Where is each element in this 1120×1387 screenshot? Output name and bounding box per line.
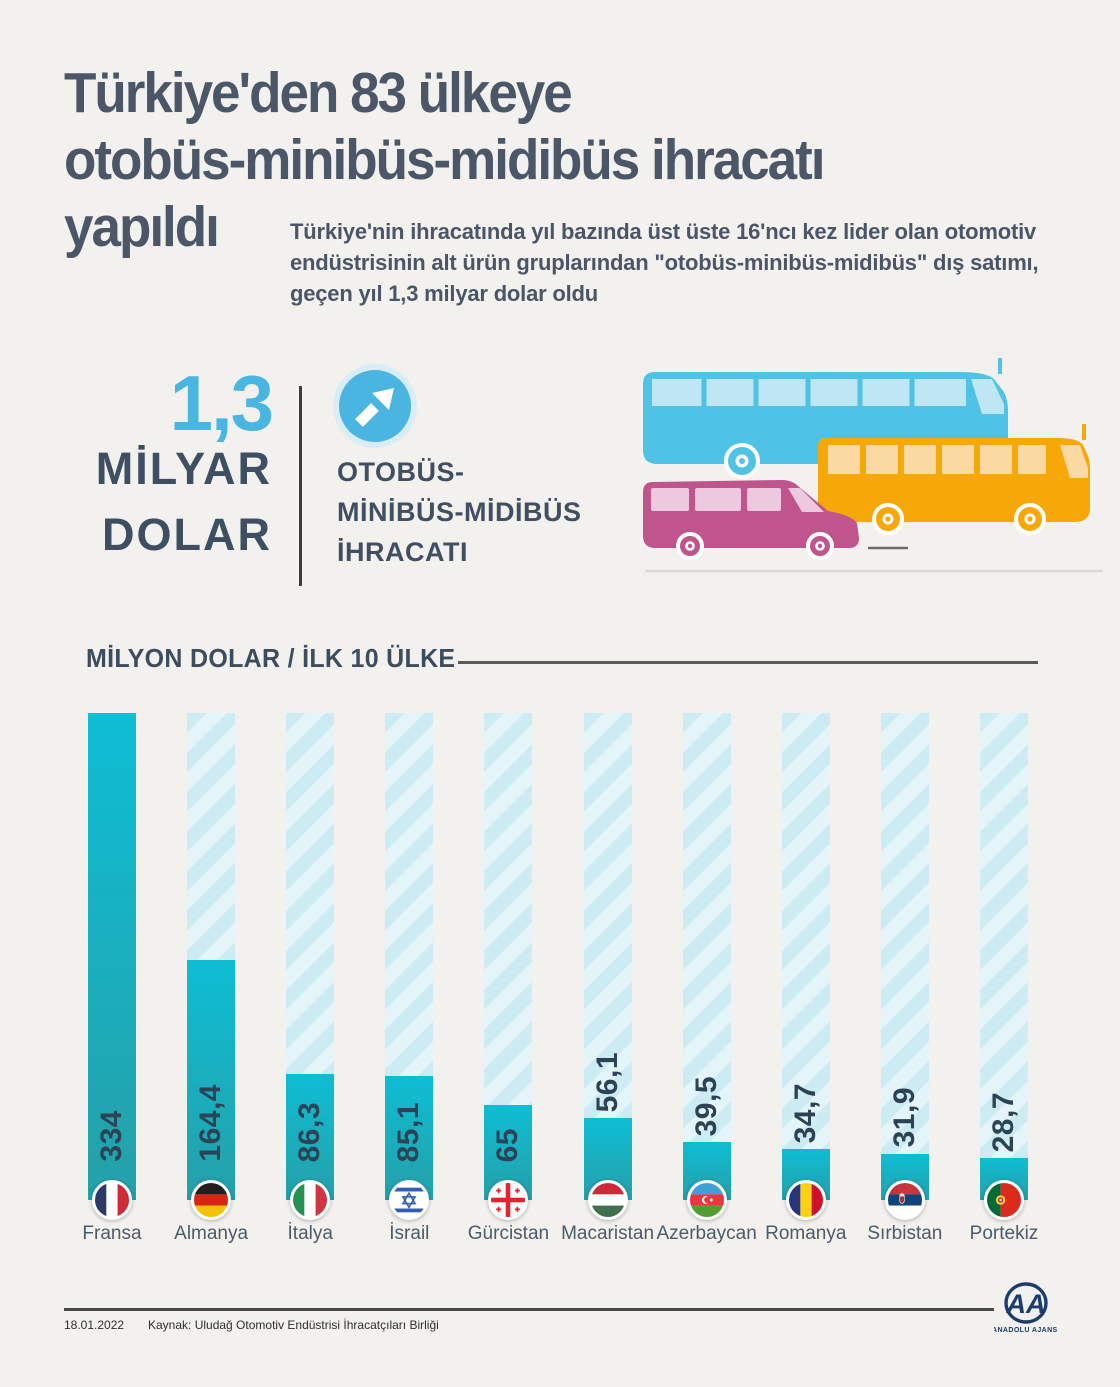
bar-track — [781, 713, 830, 1200]
bar-country-label: Macaristan — [561, 1223, 655, 1244]
romania-flag-icon — [785, 1180, 826, 1220]
bar-value-label: 56,1 — [590, 1051, 624, 1113]
bar-chart: 334 Fransa 164,4 Almanya 86,3 İtalya 85,… — [82, 713, 1038, 1244]
title-line-1: Türkiye'den 83 ülkeye — [64, 62, 573, 125]
bar-track — [979, 713, 1028, 1200]
stat-divider — [299, 386, 302, 586]
bar-value-label: 39,5 — [689, 1076, 723, 1137]
bar-fill — [187, 960, 236, 1200]
bar-country-label: Portekiz — [969, 1223, 1039, 1244]
stat-value: 1,3 — [169, 359, 274, 447]
bar-column-azerbaycan: 39,5 Azerbaycan — [656, 713, 757, 1244]
arrow-up-right-icon — [331, 362, 419, 455]
stat-unit-dolar: DOLAR — [102, 509, 272, 560]
bar-column-i̇talya: 86,3 İtalya — [286, 713, 335, 1244]
footer-rule — [64, 1308, 994, 1311]
bar-column-gürcistan: 65 Gürcistan — [468, 713, 549, 1244]
bus-illustration — [630, 352, 1110, 597]
footer-source: Kaynak: Uludağ Otomotiv Endüstrisi İhrac… — [148, 1318, 439, 1332]
footer-date: 18.01.2022 — [64, 1318, 125, 1332]
georgia-flag-icon — [488, 1180, 529, 1220]
france-flag-icon — [92, 1180, 132, 1220]
bar-value-label: 334 — [95, 1110, 128, 1162]
serbia-flag-icon — [884, 1180, 925, 1220]
subtitle-text: Türkiye'nin ihracatında yıl bazında üst … — [290, 219, 1039, 306]
bar-column-almanya: 164,4 Almanya — [174, 713, 248, 1244]
bar-value-label: 65 — [491, 1127, 525, 1162]
logo-aa-text: AA — [1006, 1289, 1046, 1319]
azerbaijan-flag-icon — [686, 1180, 727, 1220]
israel-flag-icon — [389, 1180, 430, 1220]
stat-label: OTOBÜS- MİNİBÜS-MİDİBÜS İHRACATI — [337, 452, 617, 572]
bar-value-label: 28,7 — [986, 1091, 1020, 1153]
bar-column-i̇srail: 85,1 İsrail — [385, 713, 434, 1244]
bar-column-fransa: 334 Fransa — [82, 713, 142, 1244]
bar-value-label: 34,7 — [788, 1083, 822, 1144]
bar-value-label: 86,3 — [293, 1101, 327, 1162]
bar-track — [682, 713, 731, 1200]
chart-title-rule — [458, 661, 1038, 664]
bar-column-macaristan: 56,1 Macaristan — [561, 713, 654, 1244]
orange-bus-icon — [818, 424, 1090, 535]
bar-country-label: İsrail — [389, 1223, 430, 1244]
bar-fill — [385, 1075, 434, 1200]
bar-column-romanya: 34,7 Romanya — [765, 713, 846, 1244]
bar-column-sırbistan: 31,9 Sırbistan — [867, 713, 942, 1244]
stat-label-line-3: İHRACATI — [337, 537, 468, 567]
bar-fill — [88, 713, 136, 1200]
bar-country-label: Sırbistan — [867, 1223, 943, 1244]
bar-country-label: Almanya — [174, 1223, 249, 1244]
bar-fill — [286, 1074, 335, 1200]
logo-agency-name: ANADOLU AJANSI — [994, 1327, 1058, 1334]
bar-value-label: 85,1 — [392, 1101, 426, 1162]
bar-country-label: İtalya — [287, 1223, 333, 1244]
title-line-3: yapıldı — [64, 196, 220, 259]
bar-value-label: 164,4 — [194, 1084, 228, 1162]
bar-track — [880, 713, 929, 1200]
bar-country-label: Romanya — [765, 1223, 847, 1244]
page-title: Türkiye'den 83 ülkeye otobüs-minibüs-mid… — [64, 58, 1024, 259]
stat-label-line-2: MİNİBÜS-MİDİBÜS — [337, 497, 582, 527]
pink-minibus-icon — [643, 480, 859, 560]
stat-label-line-1: OTOBÜS- — [337, 457, 465, 487]
bar-column-portekiz: 28,7 Portekiz — [970, 713, 1038, 1244]
chart-title: MİLYON DOLAR / İLK 10 ÜLKE — [86, 644, 456, 674]
germany-flag-icon — [191, 1180, 232, 1220]
bar-country-label: Fransa — [82, 1223, 142, 1244]
title-line-2: otobüs-minibüs-midibüs ihracatı — [64, 129, 826, 192]
bar-value-label: 31,9 — [887, 1087, 921, 1148]
stat-unit-milyar: MİLYAR — [95, 443, 272, 494]
bar-country-label: Azerbaycan — [656, 1223, 757, 1244]
portugal-flag-icon — [983, 1180, 1024, 1220]
bar-country-label: Gürcistan — [467, 1223, 550, 1244]
anadolu-ajansi-logo: AA ANADOLU AJANSI — [992, 1282, 1060, 1341]
hungary-flag-icon — [587, 1180, 628, 1220]
italy-flag-icon — [290, 1180, 331, 1220]
